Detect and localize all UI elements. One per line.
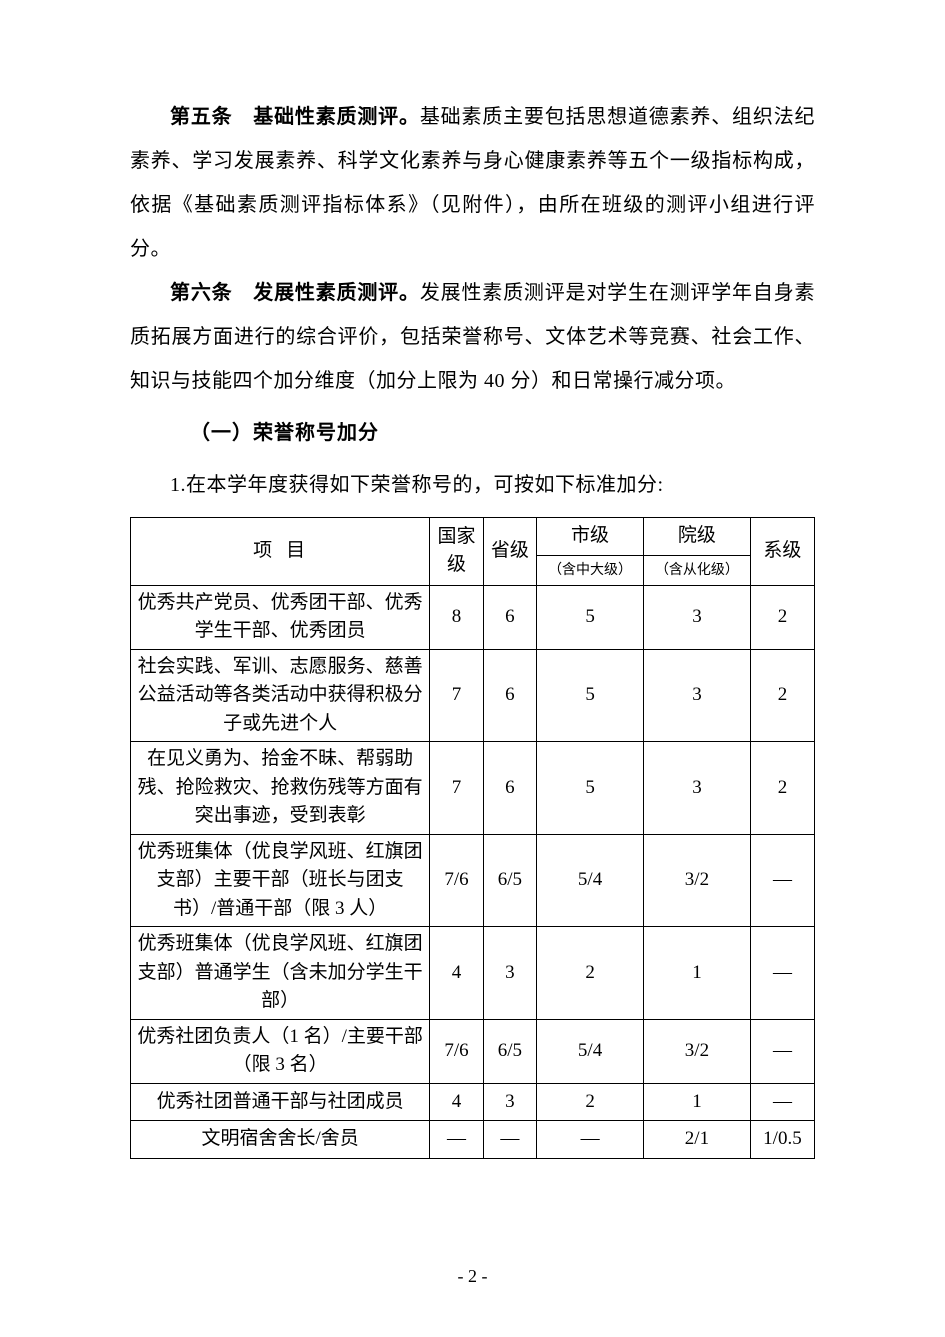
table-row: 优秀社团负责人（1 名）/主要干部（限 3 名） 7/6 6/5 5/4 3/2… xyxy=(131,1019,815,1083)
cell-provincial: 6 xyxy=(483,585,536,649)
article-6-title: 第六条 发展性素质测评。 xyxy=(170,282,420,304)
honor-score-table: 项目 国家级 省级 市级 院级 系级 （含中大级） （含从化级） 优秀共产党员、… xyxy=(130,517,815,1159)
cell-national: 4 xyxy=(430,927,483,1020)
cell-item: 文明宿舍舍长/舍员 xyxy=(131,1121,430,1159)
article-6: 第六条 发展性素质测评。发展性素质测评是对学生在测评学年自身素质拓展方面进行的综… xyxy=(130,271,815,403)
header-provincial: 省级 xyxy=(483,518,536,586)
table-row: 优秀共产党员、优秀团干部、优秀学生干部、优秀团员 8 6 5 3 2 xyxy=(131,585,815,649)
header-item: 项目 xyxy=(131,518,430,586)
cell-provincial: — xyxy=(483,1121,536,1159)
cell-city: 2 xyxy=(537,927,644,1020)
numbered-intro: 1.在本学年度获得如下荣誉称号的，可按如下标准加分: xyxy=(130,463,815,507)
cell-item: 优秀共产党员、优秀团干部、优秀学生干部、优秀团员 xyxy=(131,585,430,649)
cell-item: 社会实践、军训、志愿服务、慈善公益活动等各类活动中获得积极分子或先进个人 xyxy=(131,649,430,742)
cell-national: 7 xyxy=(430,649,483,742)
table-body: 优秀共产党员、优秀团干部、优秀学生干部、优秀团员 8 6 5 3 2 社会实践、… xyxy=(131,585,815,1158)
table-header-row: 项目 国家级 省级 市级 院级 系级 xyxy=(131,518,815,556)
cell-item: 优秀社团普通干部与社团成员 xyxy=(131,1083,430,1121)
cell-college: 3/2 xyxy=(644,1019,751,1083)
cell-item: 优秀班集体（优良学风班、红旗团支部）主要干部（班长与团支书）/普通干部（限 3 … xyxy=(131,834,430,927)
cell-provincial: 6 xyxy=(483,742,536,835)
cell-national: 7 xyxy=(430,742,483,835)
article-5-title: 第五条 基础性素质测评。 xyxy=(170,106,420,128)
section-heading: （一）荣誉称号加分 xyxy=(130,411,815,455)
article-5-text: 基础素质主要包括思想道德素养、组织法纪素养、学习发展素养、科学文化素养与身心健康… xyxy=(130,106,815,260)
article-5: 第五条 基础性素质测评。基础素质主要包括思想道德素养、组织法纪素养、学习发展素养… xyxy=(130,95,815,271)
cell-college: 3/2 xyxy=(644,834,751,927)
cell-college: 3 xyxy=(644,585,751,649)
cell-city: 5/4 xyxy=(537,834,644,927)
table-row: 社会实践、军训、志愿服务、慈善公益活动等各类活动中获得积极分子或先进个人 7 6… xyxy=(131,649,815,742)
cell-city: 2 xyxy=(537,1083,644,1121)
table-row: 在见义勇为、拾金不昧、帮弱助残、抢险救灾、抢救伤残等方面有突出事迹，受到表彰 7… xyxy=(131,742,815,835)
cell-national: 7/6 xyxy=(430,834,483,927)
table-row: 文明宿舍舍长/舍员 — — — 2/1 1/0.5 xyxy=(131,1121,815,1159)
cell-dept: 2 xyxy=(750,585,814,649)
document-content: 第五条 基础性素质测评。基础素质主要包括思想道德素养、组织法纪素养、学习发展素养… xyxy=(130,95,815,1159)
cell-provincial: 6/5 xyxy=(483,1019,536,1083)
cell-national: 4 xyxy=(430,1083,483,1121)
header-college: 院级 xyxy=(644,518,751,556)
cell-dept: 2 xyxy=(750,649,814,742)
cell-national: 7/6 xyxy=(430,1019,483,1083)
cell-dept: 2 xyxy=(750,742,814,835)
cell-item: 优秀社团负责人（1 名）/主要干部（限 3 名） xyxy=(131,1019,430,1083)
cell-city: 5 xyxy=(537,742,644,835)
cell-college: 1 xyxy=(644,1083,751,1121)
table-row: 优秀班集体（优良学风班、红旗团支部）普通学生（含未加分学生干部） 4 3 2 1… xyxy=(131,927,815,1020)
cell-city: 5/4 xyxy=(537,1019,644,1083)
cell-dept: — xyxy=(750,1083,814,1121)
cell-city: 5 xyxy=(537,585,644,649)
header-city-sub: （含中大级） xyxy=(537,555,644,585)
cell-item: 优秀班集体（优良学风班、红旗团支部）普通学生（含未加分学生干部） xyxy=(131,927,430,1020)
header-college-sub: （含从化级） xyxy=(644,555,751,585)
cell-provincial: 6/5 xyxy=(483,834,536,927)
table-row: 优秀社团普通干部与社团成员 4 3 2 1 — xyxy=(131,1083,815,1121)
cell-dept: 1/0.5 xyxy=(750,1121,814,1159)
cell-provincial: 6 xyxy=(483,649,536,742)
cell-item: 在见义勇为、拾金不昧、帮弱助残、抢险救灾、抢救伤残等方面有突出事迹，受到表彰 xyxy=(131,742,430,835)
header-national: 国家级 xyxy=(430,518,483,586)
cell-national: — xyxy=(430,1121,483,1159)
cell-dept: — xyxy=(750,1019,814,1083)
cell-national: 8 xyxy=(430,585,483,649)
cell-dept: — xyxy=(750,927,814,1020)
cell-provincial: 3 xyxy=(483,927,536,1020)
cell-college: 2/1 xyxy=(644,1121,751,1159)
cell-college: 3 xyxy=(644,742,751,835)
cell-dept: — xyxy=(750,834,814,927)
header-dept: 系级 xyxy=(750,518,814,586)
cell-city: — xyxy=(537,1121,644,1159)
cell-provincial: 3 xyxy=(483,1083,536,1121)
cell-college: 1 xyxy=(644,927,751,1020)
header-city: 市级 xyxy=(537,518,644,556)
page-number: - 2 - xyxy=(0,1266,945,1287)
cell-college: 3 xyxy=(644,649,751,742)
cell-city: 5 xyxy=(537,649,644,742)
table-row: 优秀班集体（优良学风班、红旗团支部）主要干部（班长与团支书）/普通干部（限 3 … xyxy=(131,834,815,927)
